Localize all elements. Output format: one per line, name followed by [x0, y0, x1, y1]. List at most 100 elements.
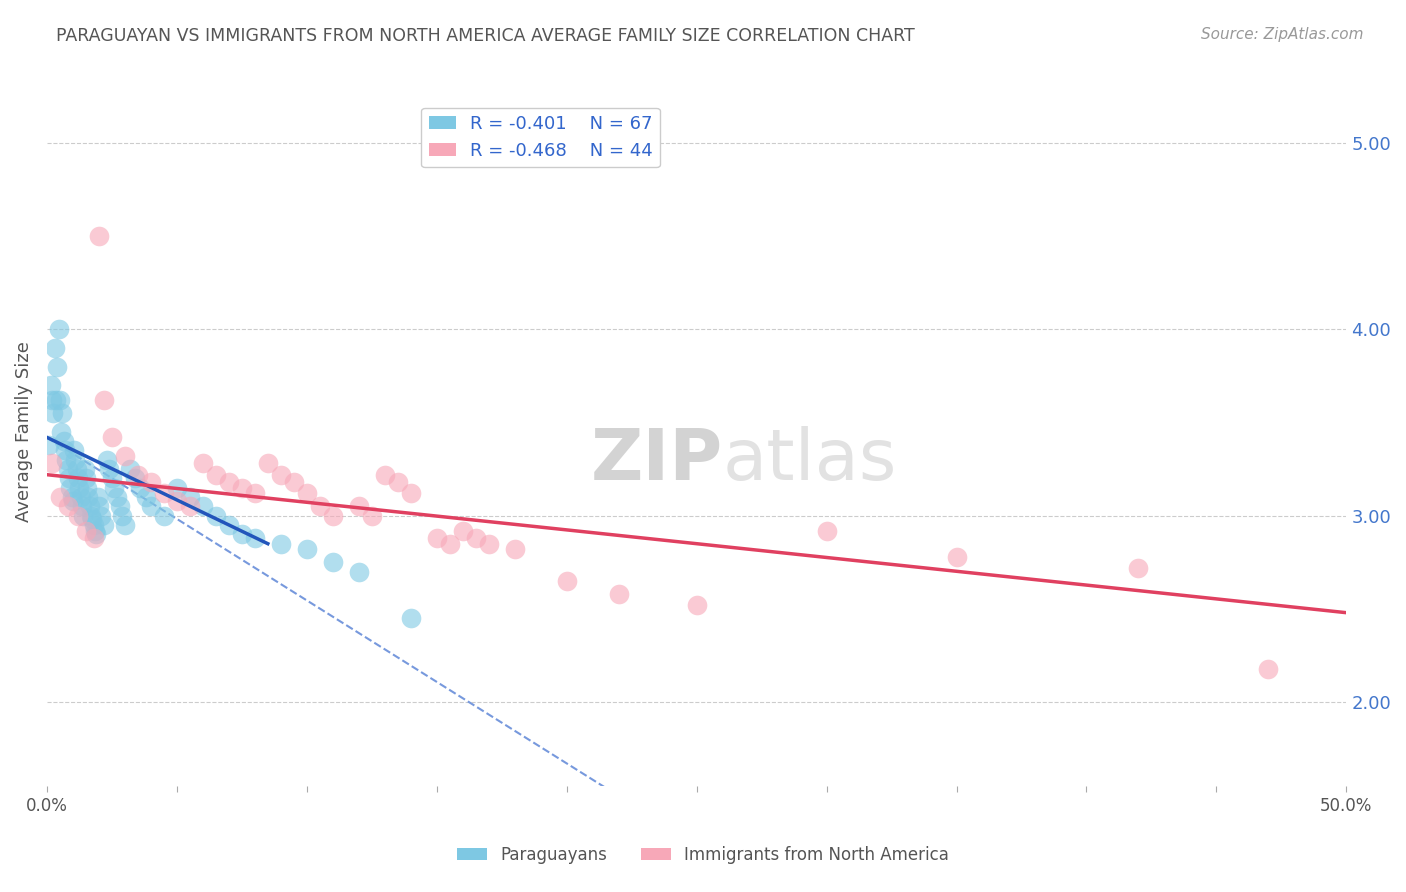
- Point: [347, 500, 370, 514]
- Point: [70, 500, 93, 514]
- Point: [231, 481, 253, 495]
- Point: [59, 481, 82, 495]
- Point: [87, 500, 110, 514]
- Point: [84, 527, 107, 541]
- Point: [815, 524, 838, 538]
- Y-axis label: Average Family Size: Average Family Size: [15, 342, 32, 522]
- Point: [98, 462, 121, 476]
- Point: [58, 471, 80, 485]
- Point: [139, 500, 162, 514]
- Point: [179, 500, 201, 514]
- Point: [1128, 561, 1150, 575]
- Point: [67, 481, 90, 495]
- Point: [153, 486, 176, 500]
- Point: [41, 393, 63, 408]
- Point: [51, 425, 73, 439]
- Point: [56, 462, 79, 476]
- Point: [347, 565, 370, 579]
- Point: [83, 531, 105, 545]
- Point: [75, 471, 97, 485]
- Point: [75, 524, 97, 538]
- Point: [129, 481, 152, 495]
- Point: [120, 462, 142, 476]
- Point: [108, 500, 131, 514]
- Point: [153, 508, 176, 523]
- Point: [63, 443, 86, 458]
- Point: [38, 438, 60, 452]
- Point: [45, 393, 67, 408]
- Point: [93, 393, 115, 408]
- Point: [56, 500, 79, 514]
- Point: [295, 486, 318, 500]
- Point: [39, 378, 62, 392]
- Point: [166, 481, 188, 495]
- Point: [51, 406, 73, 420]
- Point: [48, 322, 70, 336]
- Point: [86, 490, 108, 504]
- Point: [945, 549, 967, 564]
- Point: [80, 508, 103, 523]
- Point: [69, 490, 91, 504]
- Point: [83, 518, 105, 533]
- Point: [96, 452, 118, 467]
- Point: [72, 508, 94, 523]
- Point: [205, 467, 228, 482]
- Point: [55, 452, 77, 467]
- Point: [218, 475, 240, 490]
- Point: [191, 457, 214, 471]
- Point: [49, 393, 72, 408]
- Point: [295, 542, 318, 557]
- Point: [191, 500, 214, 514]
- Point: [66, 462, 89, 476]
- Point: [124, 471, 146, 485]
- Point: [79, 500, 101, 514]
- Point: [555, 574, 578, 588]
- Point: [53, 443, 76, 458]
- Point: [62, 493, 84, 508]
- Point: [231, 527, 253, 541]
- Point: [82, 512, 104, 526]
- Text: PARAGUAYAN VS IMMIGRANTS FROM NORTH AMERICA AVERAGE FAMILY SIZE CORRELATION CHAR: PARAGUAYAN VS IMMIGRANTS FROM NORTH AMER…: [56, 27, 915, 45]
- Legend: Paraguayans, Immigrants from North America: Paraguayans, Immigrants from North Ameri…: [450, 839, 956, 871]
- Point: [270, 467, 292, 482]
- Point: [76, 481, 98, 495]
- Point: [84, 524, 107, 538]
- Point: [478, 537, 501, 551]
- Point: [65, 452, 87, 467]
- Point: [105, 490, 128, 504]
- Point: [41, 457, 63, 471]
- Text: Source: ZipAtlas.com: Source: ZipAtlas.com: [1201, 27, 1364, 42]
- Point: [103, 481, 125, 495]
- Point: [111, 508, 134, 523]
- Point: [374, 467, 396, 482]
- Point: [607, 587, 630, 601]
- Point: [114, 449, 136, 463]
- Point: [52, 434, 75, 449]
- Point: [139, 475, 162, 490]
- Point: [426, 531, 449, 545]
- Point: [399, 611, 422, 625]
- Point: [464, 531, 486, 545]
- Point: [49, 490, 72, 504]
- Point: [503, 542, 526, 557]
- Point: [166, 493, 188, 508]
- Point: [46, 359, 69, 374]
- Point: [135, 490, 157, 504]
- Point: [93, 518, 115, 533]
- Point: [73, 462, 96, 476]
- Point: [87, 229, 110, 244]
- Point: [44, 341, 66, 355]
- Point: [399, 486, 422, 500]
- Point: [322, 508, 344, 523]
- Point: [179, 490, 201, 504]
- Point: [218, 518, 240, 533]
- Point: [243, 531, 266, 545]
- Point: [322, 555, 344, 569]
- Point: [451, 524, 474, 538]
- Point: [1257, 662, 1279, 676]
- Point: [685, 599, 707, 613]
- Point: [205, 508, 228, 523]
- Point: [42, 406, 65, 420]
- Text: ZIP: ZIP: [591, 425, 723, 495]
- Point: [270, 537, 292, 551]
